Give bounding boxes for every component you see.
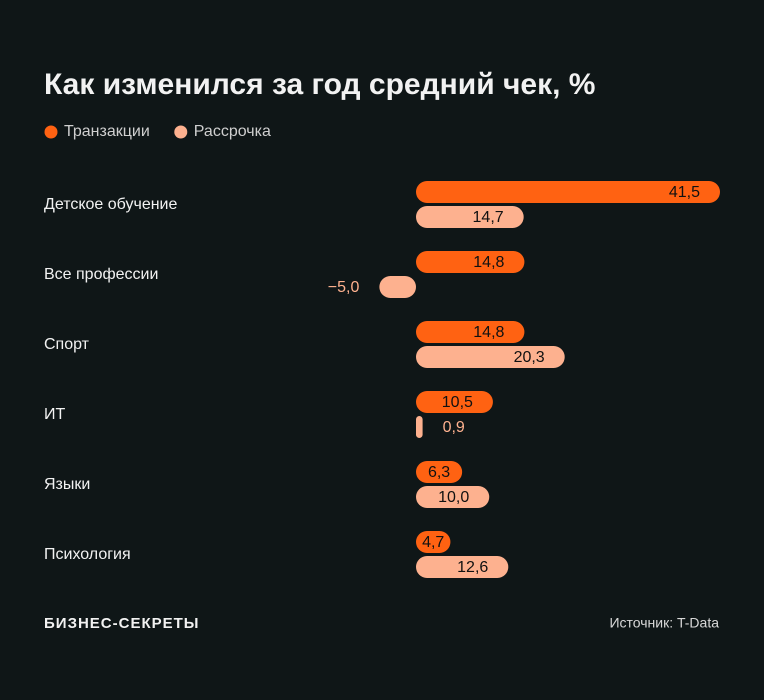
legend-marker	[44, 125, 58, 139]
value-label: 14,8	[473, 254, 504, 271]
value-label: 20,3	[514, 349, 545, 366]
brand: БИЗНЕС-СЕКРЕТЫ	[44, 615, 199, 632]
value-label: 10,0	[438, 489, 469, 506]
category-label: ИТ	[44, 406, 66, 423]
category-label: Спорт	[44, 336, 90, 353]
legend-label: Транзакции	[64, 123, 150, 140]
bar	[416, 391, 493, 413]
value-label: 6,3	[428, 464, 450, 481]
value-label: 4,7	[422, 534, 444, 551]
category-label: Детское обучение	[44, 196, 177, 213]
bar	[416, 321, 525, 343]
value-label: 41,5	[669, 184, 700, 201]
bar	[416, 416, 423, 438]
bar	[416, 251, 525, 273]
bar	[416, 531, 451, 553]
value-label: 12,6	[457, 559, 488, 576]
value-label: 14,7	[473, 209, 504, 226]
category-label: Психология	[44, 546, 131, 563]
value-label: −5,0	[328, 279, 360, 296]
chart-title: Как изменился за год средний чек, %	[44, 68, 595, 101]
category-label: Языки	[44, 476, 90, 493]
value-label: 14,8	[473, 324, 504, 341]
bar	[416, 346, 565, 368]
bar	[416, 206, 524, 228]
source: Источник: T-Data	[609, 615, 719, 631]
value-label: 10,5	[442, 394, 473, 411]
bar	[416, 556, 509, 578]
bar	[416, 486, 490, 508]
value-label: 0,9	[443, 419, 465, 436]
legend-marker	[174, 125, 188, 139]
bar	[416, 461, 463, 483]
category-label: Все профессии	[44, 266, 158, 283]
bar	[416, 181, 720, 203]
bar	[379, 276, 416, 298]
legend-label: Рассрочка	[194, 123, 271, 140]
